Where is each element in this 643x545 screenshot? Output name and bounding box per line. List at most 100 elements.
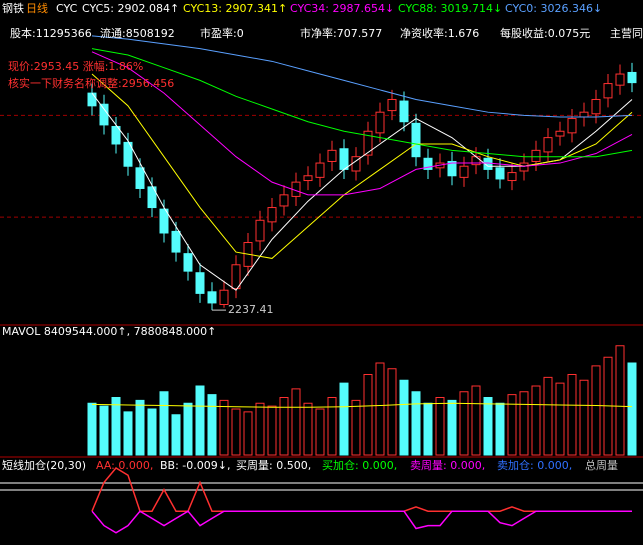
volume-bar [171, 414, 181, 456]
candle-body [495, 167, 505, 180]
volume-bar [159, 391, 169, 456]
info-item: 流通:8508192 [100, 26, 175, 40]
info-item: 市盈率:0 [200, 26, 244, 40]
volume-bar [507, 394, 517, 456]
candle-body [531, 149, 541, 162]
volume-bar [255, 402, 265, 456]
volume-bar [567, 374, 577, 456]
volume-bar [231, 408, 241, 456]
volume-bar [375, 362, 385, 456]
volume-bar [123, 411, 133, 456]
indicator-header: BB: -0.009↓, [160, 459, 230, 472]
volume-bar [99, 405, 109, 456]
volume-bar [531, 385, 541, 456]
header-item: CYC13: 2907.341↑ [183, 2, 287, 15]
ma-line [91, 48, 633, 158]
volume-bar [495, 402, 505, 456]
volume-bar [303, 402, 313, 456]
candle-body [603, 83, 613, 99]
header-item: CYC [56, 2, 78, 15]
candle-body [363, 130, 373, 156]
volume-bar [423, 402, 433, 456]
candle-body [123, 141, 133, 167]
candle-body [231, 264, 241, 290]
candle-body [543, 137, 553, 153]
candle-body [315, 162, 325, 178]
indicator-header: 买加仓: 0.000, [322, 458, 397, 472]
volume-bar [483, 397, 493, 456]
header-item: CYC0: 3026.346↓ [505, 2, 602, 15]
candle-body [399, 100, 409, 123]
volume-bar [87, 402, 97, 456]
candle-body [171, 230, 181, 253]
candle-body [567, 118, 577, 134]
ma-line [91, 73, 633, 259]
candle-body [255, 219, 265, 242]
volume-bar [591, 365, 601, 456]
volume-bar [387, 368, 397, 456]
volume-bar [399, 379, 409, 456]
candle-body [207, 291, 217, 304]
header-item: 钢铁 [2, 2, 24, 15]
candle-body [303, 175, 313, 182]
note: 现价:2953.45 涨幅:1.86% [8, 60, 143, 73]
volume-label: MAVOL 8409544.000↑, 7880848.000↑ [2, 325, 216, 338]
volume-bar [267, 405, 277, 456]
volume-bar [135, 399, 145, 456]
volume-bar [555, 382, 565, 456]
candle-body [219, 289, 229, 306]
header-item: CYC5: 2902.084↑ [82, 2, 179, 15]
candle-body [183, 253, 193, 272]
volume-bar [183, 402, 193, 456]
candle-body [423, 157, 433, 170]
candle-body [387, 98, 397, 112]
indicator-header: AA: 0.000, [96, 459, 153, 472]
volume-bar [579, 379, 589, 456]
volume-bar [195, 385, 205, 456]
volume-bar [219, 399, 229, 456]
volume-bar [519, 391, 529, 456]
candle-body [375, 111, 385, 134]
volume-bar [207, 394, 217, 456]
candle-body [327, 149, 337, 162]
candle-body [519, 162, 529, 172]
volume-bar [327, 397, 337, 456]
volume-ma [91, 402, 633, 408]
volume-bar [111, 397, 121, 456]
info-item: 股本:11295366 [10, 26, 92, 40]
volume-bar [543, 376, 553, 456]
volume-bar [459, 391, 469, 456]
candle-body [627, 71, 637, 84]
candle-body [507, 172, 517, 182]
candle-body [99, 103, 109, 126]
header-item: CYC88: 3019.714↓ [398, 2, 502, 15]
indicator-header: 卖周量: 0.000, [410, 459, 485, 472]
candle-body [615, 73, 625, 86]
indicator-header: 短线加仓(20,30) [2, 458, 86, 472]
volume-bar [435, 397, 445, 456]
volume-bar [243, 411, 253, 456]
volume-bar [627, 362, 637, 456]
volume-bar [279, 397, 289, 456]
candle-body [279, 194, 289, 207]
candle-body [459, 165, 469, 178]
candle-body [87, 92, 97, 107]
volume-bar [351, 399, 361, 456]
ma-line [91, 35, 633, 118]
candle-body [159, 208, 169, 234]
indicator-header: 卖加仓: 0.000, [497, 458, 572, 472]
candle-body [147, 186, 157, 209]
indicator-line [91, 510, 632, 534]
volume-bar [339, 382, 349, 456]
indicator-header: 总周量 [585, 458, 618, 472]
candle-body [411, 122, 421, 158]
candle-body [111, 125, 121, 145]
volume-bar [147, 408, 157, 456]
header-item: 日线 [26, 1, 48, 15]
low-label: 2237.41 [228, 303, 274, 316]
candle-body [591, 98, 601, 115]
candle-body [579, 111, 589, 118]
volume-bar [363, 374, 373, 456]
note: 核实一下财务名称调整:2956.456 [8, 76, 174, 90]
